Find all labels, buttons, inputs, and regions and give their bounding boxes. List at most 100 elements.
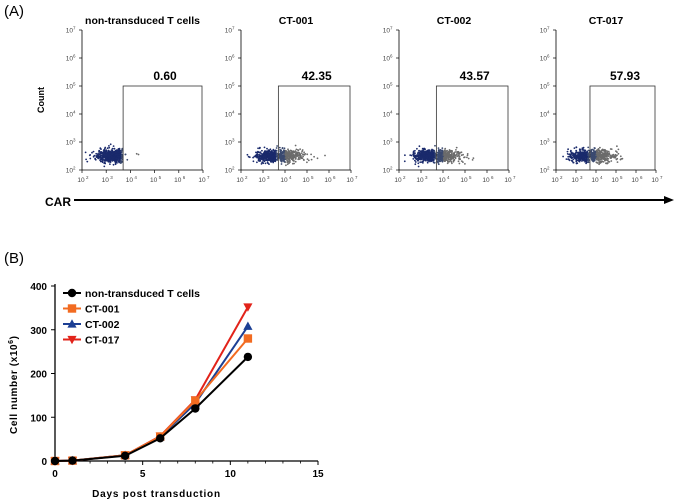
flow-event-dot: [294, 157, 297, 160]
flow-event-dot: [437, 155, 439, 157]
flow-event-dot: [582, 149, 585, 152]
flow-x-tick-label: 10: [324, 177, 332, 184]
flow-event-dot: [606, 162, 608, 165]
flow-event-dot: [429, 160, 431, 163]
flow-event-dot: [274, 160, 277, 163]
flow-x-tick-label: 10: [571, 177, 579, 184]
flow-y-tick-exponent: 6: [547, 54, 550, 59]
flow-event-dot: [428, 159, 430, 161]
flow-event-dot: [269, 153, 271, 156]
flow-event-dot: [418, 150, 420, 152]
flow-event-dot: [105, 156, 108, 159]
flow-event-dot: [118, 159, 121, 162]
flow-event-dot: [458, 155, 461, 158]
flow-event-dot: [581, 154, 584, 156]
flow-event-dot: [112, 159, 115, 162]
flow-event-dot: [268, 163, 270, 166]
flow-event-dot: [462, 161, 464, 164]
flow-event-dot: [574, 152, 577, 155]
flow-event-dot: [459, 151, 461, 154]
flow-x-tick-exponent: 7: [513, 175, 516, 180]
flow-event-dot: [577, 156, 579, 159]
flow-event-dot: [615, 150, 617, 153]
flow-event-dot: [429, 158, 432, 160]
flow-event-dot: [466, 156, 468, 159]
flow-event-dot: [275, 154, 278, 157]
flow-event-dot: [466, 154, 469, 157]
flow-x-tick-label: 10: [150, 177, 158, 184]
line-x-tick-label: 10: [225, 469, 237, 480]
flow-x-tick-exponent: 6: [333, 175, 336, 180]
flow-event-dot: [111, 150, 114, 153]
data-point: [120, 451, 130, 460]
flow-event-dot: [109, 143, 112, 146]
flow-event-dot: [620, 158, 623, 160]
flow-event-dot: [115, 150, 117, 152]
flow-event-dot: [108, 160, 111, 163]
flow-event-dot: [295, 151, 298, 154]
flow-y-tick-exponent: 6: [390, 54, 393, 59]
flow-event-dot: [117, 156, 120, 158]
flow-event-dot: [580, 155, 582, 158]
flow-event-dot: [293, 162, 295, 165]
flow-event-dot: [267, 149, 270, 152]
flow-event-dot: [595, 153, 598, 155]
flow-event-dot: [425, 158, 428, 160]
flow-event-dot: [257, 151, 260, 154]
flow-event-dot: [306, 153, 309, 156]
flow-y-tick-label: 10: [225, 168, 233, 175]
flow-event-dot: [263, 160, 266, 163]
flow-event-dot: [294, 160, 297, 163]
flow-event-dot: [599, 155, 602, 158]
flow-event-dot: [569, 153, 571, 156]
flow-event-dot: [259, 159, 262, 162]
flow-event-dot: [584, 156, 586, 159]
flow-x-tick-exponent: 3: [425, 175, 428, 180]
flow-event-dot: [617, 148, 620, 151]
flow-event-dot: [420, 161, 423, 164]
flow-event-dot: [283, 156, 285, 159]
legend-label: CT-001: [85, 304, 120, 316]
data-point: [68, 456, 77, 465]
flow-event-dot: [297, 158, 300, 161]
flow-gate: [277, 85, 351, 171]
flow-x-tick-exponent: 3: [267, 175, 270, 180]
data-point: [191, 396, 200, 405]
flow-event-dot: [109, 152, 112, 154]
flow-x-tick-label: 10: [438, 177, 446, 184]
flow-event-dot: [258, 156, 260, 159]
flow-event-dot: [591, 159, 594, 162]
flow-event-dot: [418, 154, 421, 157]
flow-event-dot: [598, 163, 600, 166]
flow-event-dot: [262, 153, 264, 156]
flow-event-dot: [266, 151, 268, 154]
flow-event-dot: [599, 160, 602, 163]
flow-y-tick-exponent: 2: [73, 166, 76, 171]
flow-gate-percent: 42.35: [302, 69, 332, 83]
flow-event-dot: [106, 159, 108, 162]
data-point: [156, 434, 165, 443]
flow-event-dot: [571, 156, 574, 159]
flow-x-tick-exponent: 4: [134, 175, 137, 180]
flow-event-dot: [449, 160, 452, 162]
flow-gate: [435, 85, 509, 171]
flow-event-dot: [295, 148, 298, 151]
flow-x-tick-label: 10: [394, 177, 402, 184]
flow-event-dot: [441, 150, 444, 153]
flow-y-tick-label: 10: [66, 112, 74, 119]
flow-y-tick-exponent: 3: [390, 138, 393, 143]
flow-x-tick-exponent: 6: [491, 175, 494, 180]
flow-event-dot: [104, 147, 106, 150]
flow-event-dot: [598, 149, 601, 152]
flow-event-dot: [426, 156, 429, 159]
flow-event-dot: [581, 160, 583, 162]
flow-event-dot: [276, 145, 278, 147]
flow-y-tick-exponent: 7: [547, 26, 550, 31]
flow-event-dot: [448, 156, 450, 159]
flow-y-tick-exponent: 6: [73, 54, 76, 59]
flow-event-dot: [445, 153, 447, 156]
flow-gate-percent: 57.93: [610, 69, 640, 83]
flow-event-dot: [444, 147, 447, 150]
flow-event-dot: [619, 155, 622, 158]
